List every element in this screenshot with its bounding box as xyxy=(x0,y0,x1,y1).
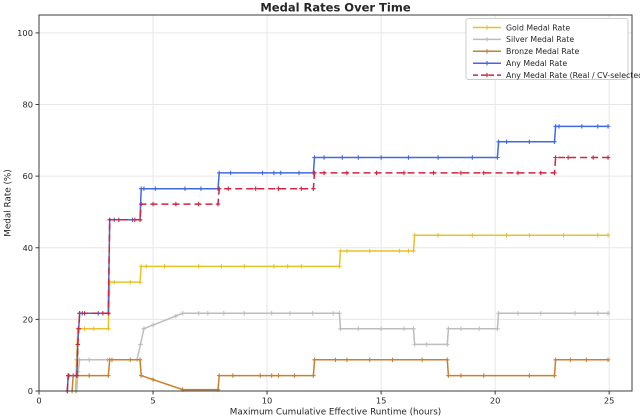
y-tick-label: 100 xyxy=(17,28,33,38)
x-axis-label: Maximum Cumulative Effective Runtime (ho… xyxy=(230,408,441,418)
series-lines xyxy=(65,124,611,394)
legend-label: Silver Medal Rate xyxy=(506,35,574,44)
legend-item: Silver Medal Rate xyxy=(473,35,574,44)
series-line xyxy=(66,156,609,392)
legend-label: Bronze Medal Rate xyxy=(506,47,579,56)
y-axis-label: Medal Rate (%) xyxy=(4,169,14,236)
series-line xyxy=(74,234,609,392)
y-tick-label: 60 xyxy=(22,171,33,181)
y-tick-label: 80 xyxy=(22,100,33,110)
legend-label: Gold Medal Rate xyxy=(506,23,570,32)
legend-label: Any Medal Rate xyxy=(506,59,567,68)
legend-label: Any Medal Rate (Real / CV-selected) xyxy=(506,71,640,80)
chart-title: Medal Rates Over Time xyxy=(260,1,410,15)
axes: 0 5 10 15 20 25 0 20 40 60 80 100 xyxy=(17,14,633,406)
legend-item: Any Medal Rate xyxy=(473,59,567,68)
y-tick-label: 40 xyxy=(22,243,33,253)
x-tick-label: 0 xyxy=(36,396,41,406)
y-tick-label: 20 xyxy=(22,314,33,324)
series-any-medal-rate-real-cv-selected- xyxy=(65,155,611,394)
legend: Gold Medal Rate Silver Medal Rate Bronze M… xyxy=(465,18,640,80)
x-tick-label: 15 xyxy=(376,396,387,406)
legend-item: Bronze Medal Rate xyxy=(473,47,579,56)
legend-item: Gold Medal Rate xyxy=(473,23,570,32)
series-line xyxy=(71,359,609,392)
y-tick-label: 0 xyxy=(28,386,33,396)
legend-item: Any Medal Rate (Real / CV-selected) xyxy=(473,71,640,80)
x-tick-label: 5 xyxy=(150,396,155,406)
plot-border xyxy=(38,14,633,392)
x-tick-label: 20 xyxy=(490,396,501,406)
series-bronze-medal-rate xyxy=(69,357,611,394)
x-tick-label: 25 xyxy=(604,396,615,406)
series-line xyxy=(66,125,609,392)
series-any-medal-rate xyxy=(65,124,611,394)
x-tick-label: 10 xyxy=(262,396,273,406)
series-line xyxy=(75,312,609,392)
legend-box xyxy=(465,18,629,80)
